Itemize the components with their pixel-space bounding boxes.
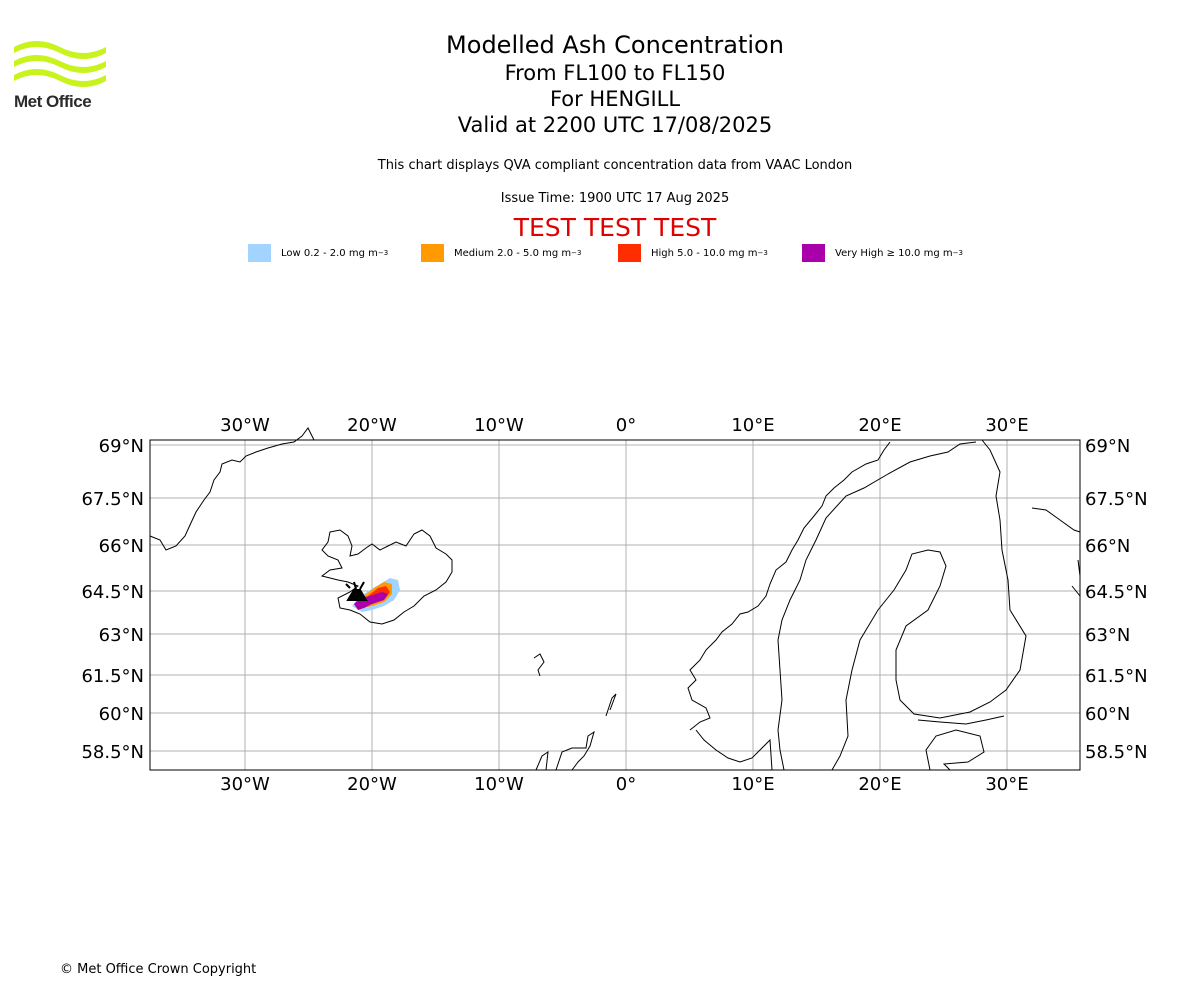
chart-title: Modelled Ash Concentration bbox=[446, 31, 784, 59]
issue-time: Issue Time: 1900 UTC 17 Aug 2025 bbox=[500, 191, 730, 206]
longitude-tick-label: 0° bbox=[616, 415, 636, 436]
latitude-tick-label: 63°N bbox=[99, 625, 144, 646]
latitude-tick-label: 61.5°N bbox=[81, 666, 144, 687]
legend-item-low: Low 0.2 - 2.0 mg m −3 bbox=[248, 244, 388, 262]
faroe-islands bbox=[533, 653, 545, 677]
ash-plume bbox=[352, 578, 400, 612]
shetland-islands bbox=[605, 693, 617, 717]
latitude-tick-label: 64.5°N bbox=[1085, 582, 1148, 603]
ash-plume-very-high bbox=[354, 592, 388, 610]
legend-label-medium: Medium 2.0 - 5.0 mg m bbox=[454, 247, 572, 259]
ash-concentration-map: 30°W 30°W 20°W 20°W 10°W 10°W 0° 0° 10°E 10°E 20°E… bbox=[81, 415, 1147, 795]
longitude-tick-label: 10°E bbox=[731, 774, 774, 795]
latitude-tick-label: 67.5°N bbox=[1085, 489, 1148, 510]
flight-level-range: From FL100 to FL150 bbox=[504, 61, 726, 85]
legend-item-very-high: Very High ≥ 10.0 mg m −3 bbox=[802, 244, 963, 262]
latitude-tick-label: 63°N bbox=[1085, 625, 1130, 646]
legend-item-high: High 5.0 - 10.0 mg m −3 bbox=[618, 244, 768, 262]
longitude-tick-label: 10°E bbox=[731, 415, 774, 436]
sweden-finland-coastline bbox=[831, 439, 1027, 771]
concentration-legend: Low 0.2 - 2.0 mg m −3 Medium 2.0 - 5.0 mg… bbox=[0, 244, 1200, 264]
scotland-coastline bbox=[535, 730, 595, 771]
map-axis-labels: 30°W 30°W 20°W 20°W 10°W 10°W 0° 0° 10°E 10°E 20°E… bbox=[81, 415, 1147, 795]
latitude-tick-label: 58.5°N bbox=[81, 742, 144, 763]
latitude-tick-label: 60°N bbox=[99, 704, 144, 725]
legend-item-medium: Medium 2.0 - 5.0 mg m −3 bbox=[421, 244, 581, 262]
volcano-name: For HENGILL bbox=[549, 87, 681, 111]
copyright-notice: © Met Office Crown Copyright bbox=[60, 962, 257, 977]
norway-sweden-border bbox=[777, 441, 977, 771]
latitude-tick-label: 66°N bbox=[99, 536, 144, 557]
latitude-tick-label: 58.5°N bbox=[1085, 742, 1148, 763]
map-frame bbox=[149, 439, 1081, 771]
legend-label-high: High 5.0 - 10.0 mg m bbox=[651, 247, 758, 259]
met-office-wave-icon bbox=[14, 41, 106, 87]
latitude-tick-label: 60°N bbox=[1085, 704, 1130, 725]
latitude-tick-label: 64.5°N bbox=[81, 582, 144, 603]
greenland-coastline bbox=[149, 427, 315, 551]
legend-exponent: −3 bbox=[571, 249, 582, 257]
longitude-tick-label: 10°W bbox=[474, 415, 524, 436]
legend-exponent: −3 bbox=[757, 249, 768, 257]
kola-coastline bbox=[1031, 507, 1081, 597]
longitude-tick-label: 20°W bbox=[347, 774, 397, 795]
latitude-tick-label: 61.5°N bbox=[1085, 666, 1148, 687]
longitude-tick-label: 30°W bbox=[220, 415, 270, 436]
longitude-tick-label: 20°W bbox=[347, 415, 397, 436]
legend-exponent: −3 bbox=[952, 249, 963, 257]
map-gridlines bbox=[150, 440, 1080, 770]
legend-swatch-very-high bbox=[802, 244, 825, 262]
longitude-tick-label: 10°W bbox=[474, 774, 524, 795]
chart-title-block: Modelled Ash Concentration From FL100 to… bbox=[365, 30, 865, 138]
legend-swatch-medium bbox=[421, 244, 444, 262]
latitude-tick-label: 69°N bbox=[99, 436, 144, 457]
legend-swatch-low bbox=[248, 244, 271, 262]
logo-wordmark: Met Office bbox=[14, 92, 92, 111]
legend-exponent: −3 bbox=[377, 249, 389, 257]
longitude-tick-label: 0° bbox=[616, 774, 636, 795]
longitude-tick-label: 30°E bbox=[985, 774, 1028, 795]
latitude-tick-label: 69°N bbox=[1085, 436, 1130, 457]
test-banner: TEST TEST TEST bbox=[513, 213, 717, 242]
longitude-tick-label: 20°E bbox=[858, 774, 901, 795]
volcano-icon bbox=[345, 581, 368, 601]
norway-coastline bbox=[687, 441, 891, 771]
longitude-tick-label: 30°E bbox=[985, 415, 1028, 436]
longitude-tick-label: 30°W bbox=[220, 774, 270, 795]
valid-time: Valid at 2200 UTC 17/08/2025 bbox=[457, 113, 773, 137]
qva-compliance-note: This chart displays QVA compliant concen… bbox=[377, 158, 853, 173]
legend-label-low: Low 0.2 - 2.0 mg m bbox=[281, 247, 378, 259]
latitude-tick-label: 66°N bbox=[1085, 536, 1130, 557]
iceland-coastline bbox=[320, 529, 453, 625]
longitude-tick-label: 20°E bbox=[858, 415, 901, 436]
baltic-coastline bbox=[917, 715, 1005, 771]
latitude-tick-label: 67.5°N bbox=[81, 489, 144, 510]
legend-swatch-high bbox=[618, 244, 641, 262]
legend-label-very-high: Very High ≥ 10.0 mg m bbox=[835, 247, 953, 259]
